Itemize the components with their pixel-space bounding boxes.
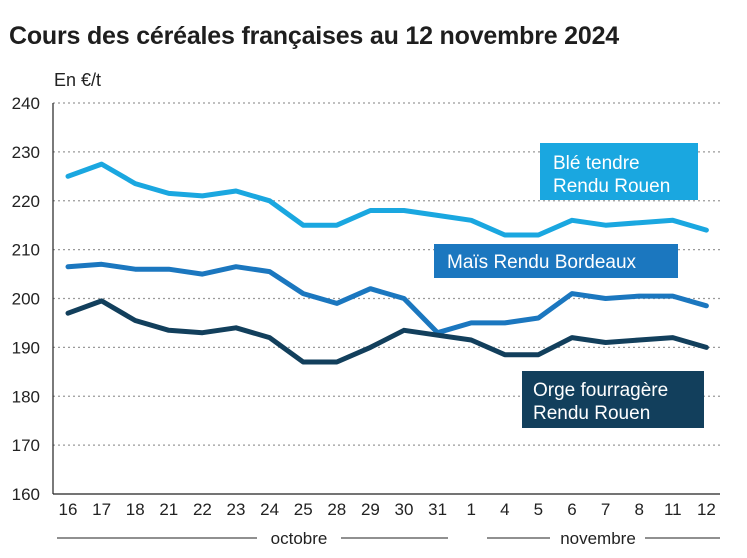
x-tick-label: 24 xyxy=(260,500,279,519)
series-label-box-1 xyxy=(540,143,698,200)
x-tick-label: 18 xyxy=(126,500,145,519)
chart-title: Cours des céréales françaises au 12 nove… xyxy=(9,22,619,50)
x-tick-label: 29 xyxy=(361,500,380,519)
x-tick-label: 30 xyxy=(395,500,414,519)
x-tick-label: 21 xyxy=(159,500,178,519)
x-tick-label: 11 xyxy=(664,500,682,519)
y-tick-label-220: 220 xyxy=(12,192,40,211)
x-tick-label: 17 xyxy=(92,500,111,519)
y-tick-label-170: 170 xyxy=(12,436,40,455)
series-label-text: Rendu Rouen xyxy=(533,403,650,424)
y-tick-label-210: 210 xyxy=(12,241,40,260)
y-tick-label-230: 230 xyxy=(12,143,40,162)
series-line-2 xyxy=(65,261,709,336)
series-label-text: Rendu Rouen xyxy=(553,176,670,197)
series-label-text: Orge fourragère xyxy=(533,380,668,401)
y-tick-label-190: 190 xyxy=(12,338,40,357)
x-tick-label: 4 xyxy=(500,500,509,519)
y-tick-label-160: 160 xyxy=(12,485,40,504)
x-tick-label: 12 xyxy=(697,500,716,519)
series-label-text: Maïs Rendu Bordeaux xyxy=(447,252,637,273)
month-label-octobre: octobre xyxy=(271,529,328,548)
month-label-novembre: novembre xyxy=(560,529,636,548)
y-tick-label-240: 240 xyxy=(12,94,40,113)
x-tick-label: 28 xyxy=(327,500,346,519)
y-tick-label-200: 200 xyxy=(12,290,40,309)
x-tick-label: 1 xyxy=(466,500,475,519)
y-axis-unit: En €/t xyxy=(54,70,102,90)
series-line-3 xyxy=(65,298,709,365)
series-label-box-2 xyxy=(434,244,678,278)
x-tick-label: 8 xyxy=(634,500,643,519)
series-label-box-3 xyxy=(522,371,704,428)
x-tick-label: 6 xyxy=(567,500,576,519)
x-tick-label: 25 xyxy=(294,500,313,519)
x-tick-label: 5 xyxy=(534,500,543,519)
x-tick-label: 7 xyxy=(601,500,610,519)
series-line-1 xyxy=(65,161,709,238)
y-tick-label-180: 180 xyxy=(12,387,40,406)
x-tick-label: 16 xyxy=(59,500,78,519)
x-tick-label: 22 xyxy=(193,500,212,519)
series-label-text: Blé tendre xyxy=(553,153,640,174)
x-tick-label: 23 xyxy=(227,500,246,519)
x-tick-label: 31 xyxy=(428,500,447,519)
